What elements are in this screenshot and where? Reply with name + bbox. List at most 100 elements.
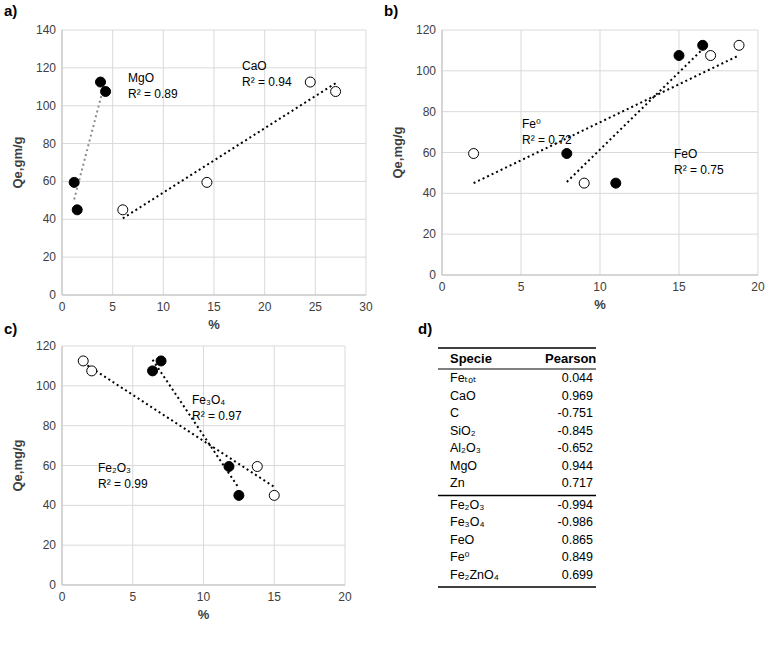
data-point	[69, 177, 79, 187]
tick-label: 15	[672, 280, 686, 294]
tick-label: 100	[36, 99, 56, 113]
tick-label: 80	[43, 419, 57, 433]
panel-label: b)	[384, 2, 398, 19]
tick-label: 20	[43, 538, 57, 552]
grid-line	[366, 30, 367, 295]
grid-line	[62, 585, 345, 586]
tick-label: 20	[338, 590, 352, 604]
data-point	[674, 51, 684, 61]
tick-label: 5	[109, 300, 116, 314]
tick-label: 60	[43, 459, 57, 473]
annotation: R² = 0.89	[128, 87, 178, 101]
tick-label: 60	[423, 146, 437, 160]
tick-label: 0	[429, 268, 436, 282]
series-label: Fe₃O₄	[192, 393, 225, 407]
table-cell: MgO	[450, 459, 477, 473]
table-cell: Fe₂ZnO₄	[450, 568, 499, 582]
tick-label: 120	[36, 61, 56, 75]
table-cell: -0.845	[558, 424, 593, 438]
table-cell: -0.652	[558, 441, 593, 455]
grid-line	[442, 30, 758, 31]
tick-label: 0	[439, 280, 446, 294]
panel-label: a)	[4, 2, 17, 19]
tick-label: 0	[49, 288, 56, 302]
data-point	[252, 461, 262, 471]
table-cell: Fe⁰	[450, 550, 470, 564]
series-label: Fe₂O₃	[98, 461, 131, 475]
data-point	[78, 356, 88, 366]
table-cell: CaO	[450, 389, 476, 403]
grid-line	[62, 385, 345, 386]
tick-label: 100	[416, 64, 436, 78]
grid-line	[442, 234, 758, 235]
grid-line	[62, 295, 366, 296]
tick-label: 25	[309, 300, 323, 314]
data-point	[698, 40, 708, 50]
grid-line	[442, 111, 758, 112]
tick-label: 0	[59, 300, 66, 314]
figure: a)051015202530020406080100120140%Qe,gm/g…	[0, 0, 768, 668]
data-point	[96, 77, 106, 87]
tick-label: 10	[593, 280, 607, 294]
tick-label: 140	[36, 23, 56, 37]
data-point	[224, 461, 234, 471]
grid-line	[214, 30, 215, 295]
grid-line	[442, 193, 758, 194]
axis-label: Qe,gm/g	[10, 136, 25, 188]
y-axis	[62, 346, 63, 585]
data-point	[269, 490, 279, 500]
tick-label: 40	[43, 498, 57, 512]
table-cell: Fe₂O₃	[450, 498, 484, 512]
table-cell: Fe₃O₄	[450, 515, 485, 529]
trend-line	[83, 363, 274, 487]
data-point	[734, 40, 744, 50]
table: d)SpeciePearsonFeₜₒₜ0.044CaO0.969C-0.751…	[418, 320, 596, 587]
chart-panel: c)05101520020406080100120%Qe,mg/gFe₃O₄R²…	[4, 320, 352, 622]
grid-line	[62, 181, 366, 182]
plot-area	[78, 356, 279, 500]
grid-line	[62, 67, 366, 68]
tick-label: 60	[43, 174, 57, 188]
x-axis	[62, 585, 345, 586]
grid-line	[62, 105, 366, 106]
data-point	[234, 490, 244, 500]
axis-label: Qe,mg/g	[390, 126, 405, 178]
plot-area	[469, 40, 744, 188]
annotation: R² = 0.75	[674, 163, 724, 177]
table-cell: -0.986	[558, 515, 593, 529]
axis-label: %	[594, 297, 606, 312]
chart-panel: b)05101520020406080100120%Qe,mg/gFe⁰R² =…	[384, 2, 765, 312]
grid-line	[442, 275, 758, 276]
grid-line	[62, 346, 345, 347]
tick-label: 10	[157, 300, 171, 314]
data-point	[469, 149, 479, 159]
table-cell: FeO	[450, 533, 475, 547]
table-cell: 0.865	[562, 533, 593, 547]
table-cell: 0.717	[562, 476, 593, 490]
table-cell: Zn	[450, 476, 465, 490]
table-cell: 0.849	[562, 550, 593, 564]
grid-line	[62, 425, 345, 426]
table-rule	[438, 369, 596, 370]
table-cell: SiO₂	[450, 424, 476, 438]
tick-label: 20	[423, 227, 437, 241]
tick-label: 0	[59, 590, 66, 604]
grid-line	[62, 505, 345, 506]
axis-label: %	[208, 317, 220, 332]
tick-label: 80	[423, 105, 437, 119]
column-header: Specie	[450, 351, 492, 366]
data-point	[72, 205, 82, 215]
table-rule	[438, 586, 596, 588]
data-point	[101, 87, 111, 97]
tick-label: 5	[129, 590, 136, 604]
table-cell: 0.969	[562, 389, 593, 403]
data-point	[305, 77, 315, 87]
data-point	[156, 356, 166, 366]
tick-label: 5	[518, 280, 525, 294]
tick-label: 10	[197, 590, 211, 604]
tick-label: 30	[359, 300, 373, 314]
trend-line	[153, 360, 239, 488]
grid-line	[62, 30, 366, 31]
data-point	[706, 51, 716, 61]
axis-label: Qe,mg/g	[10, 439, 25, 491]
